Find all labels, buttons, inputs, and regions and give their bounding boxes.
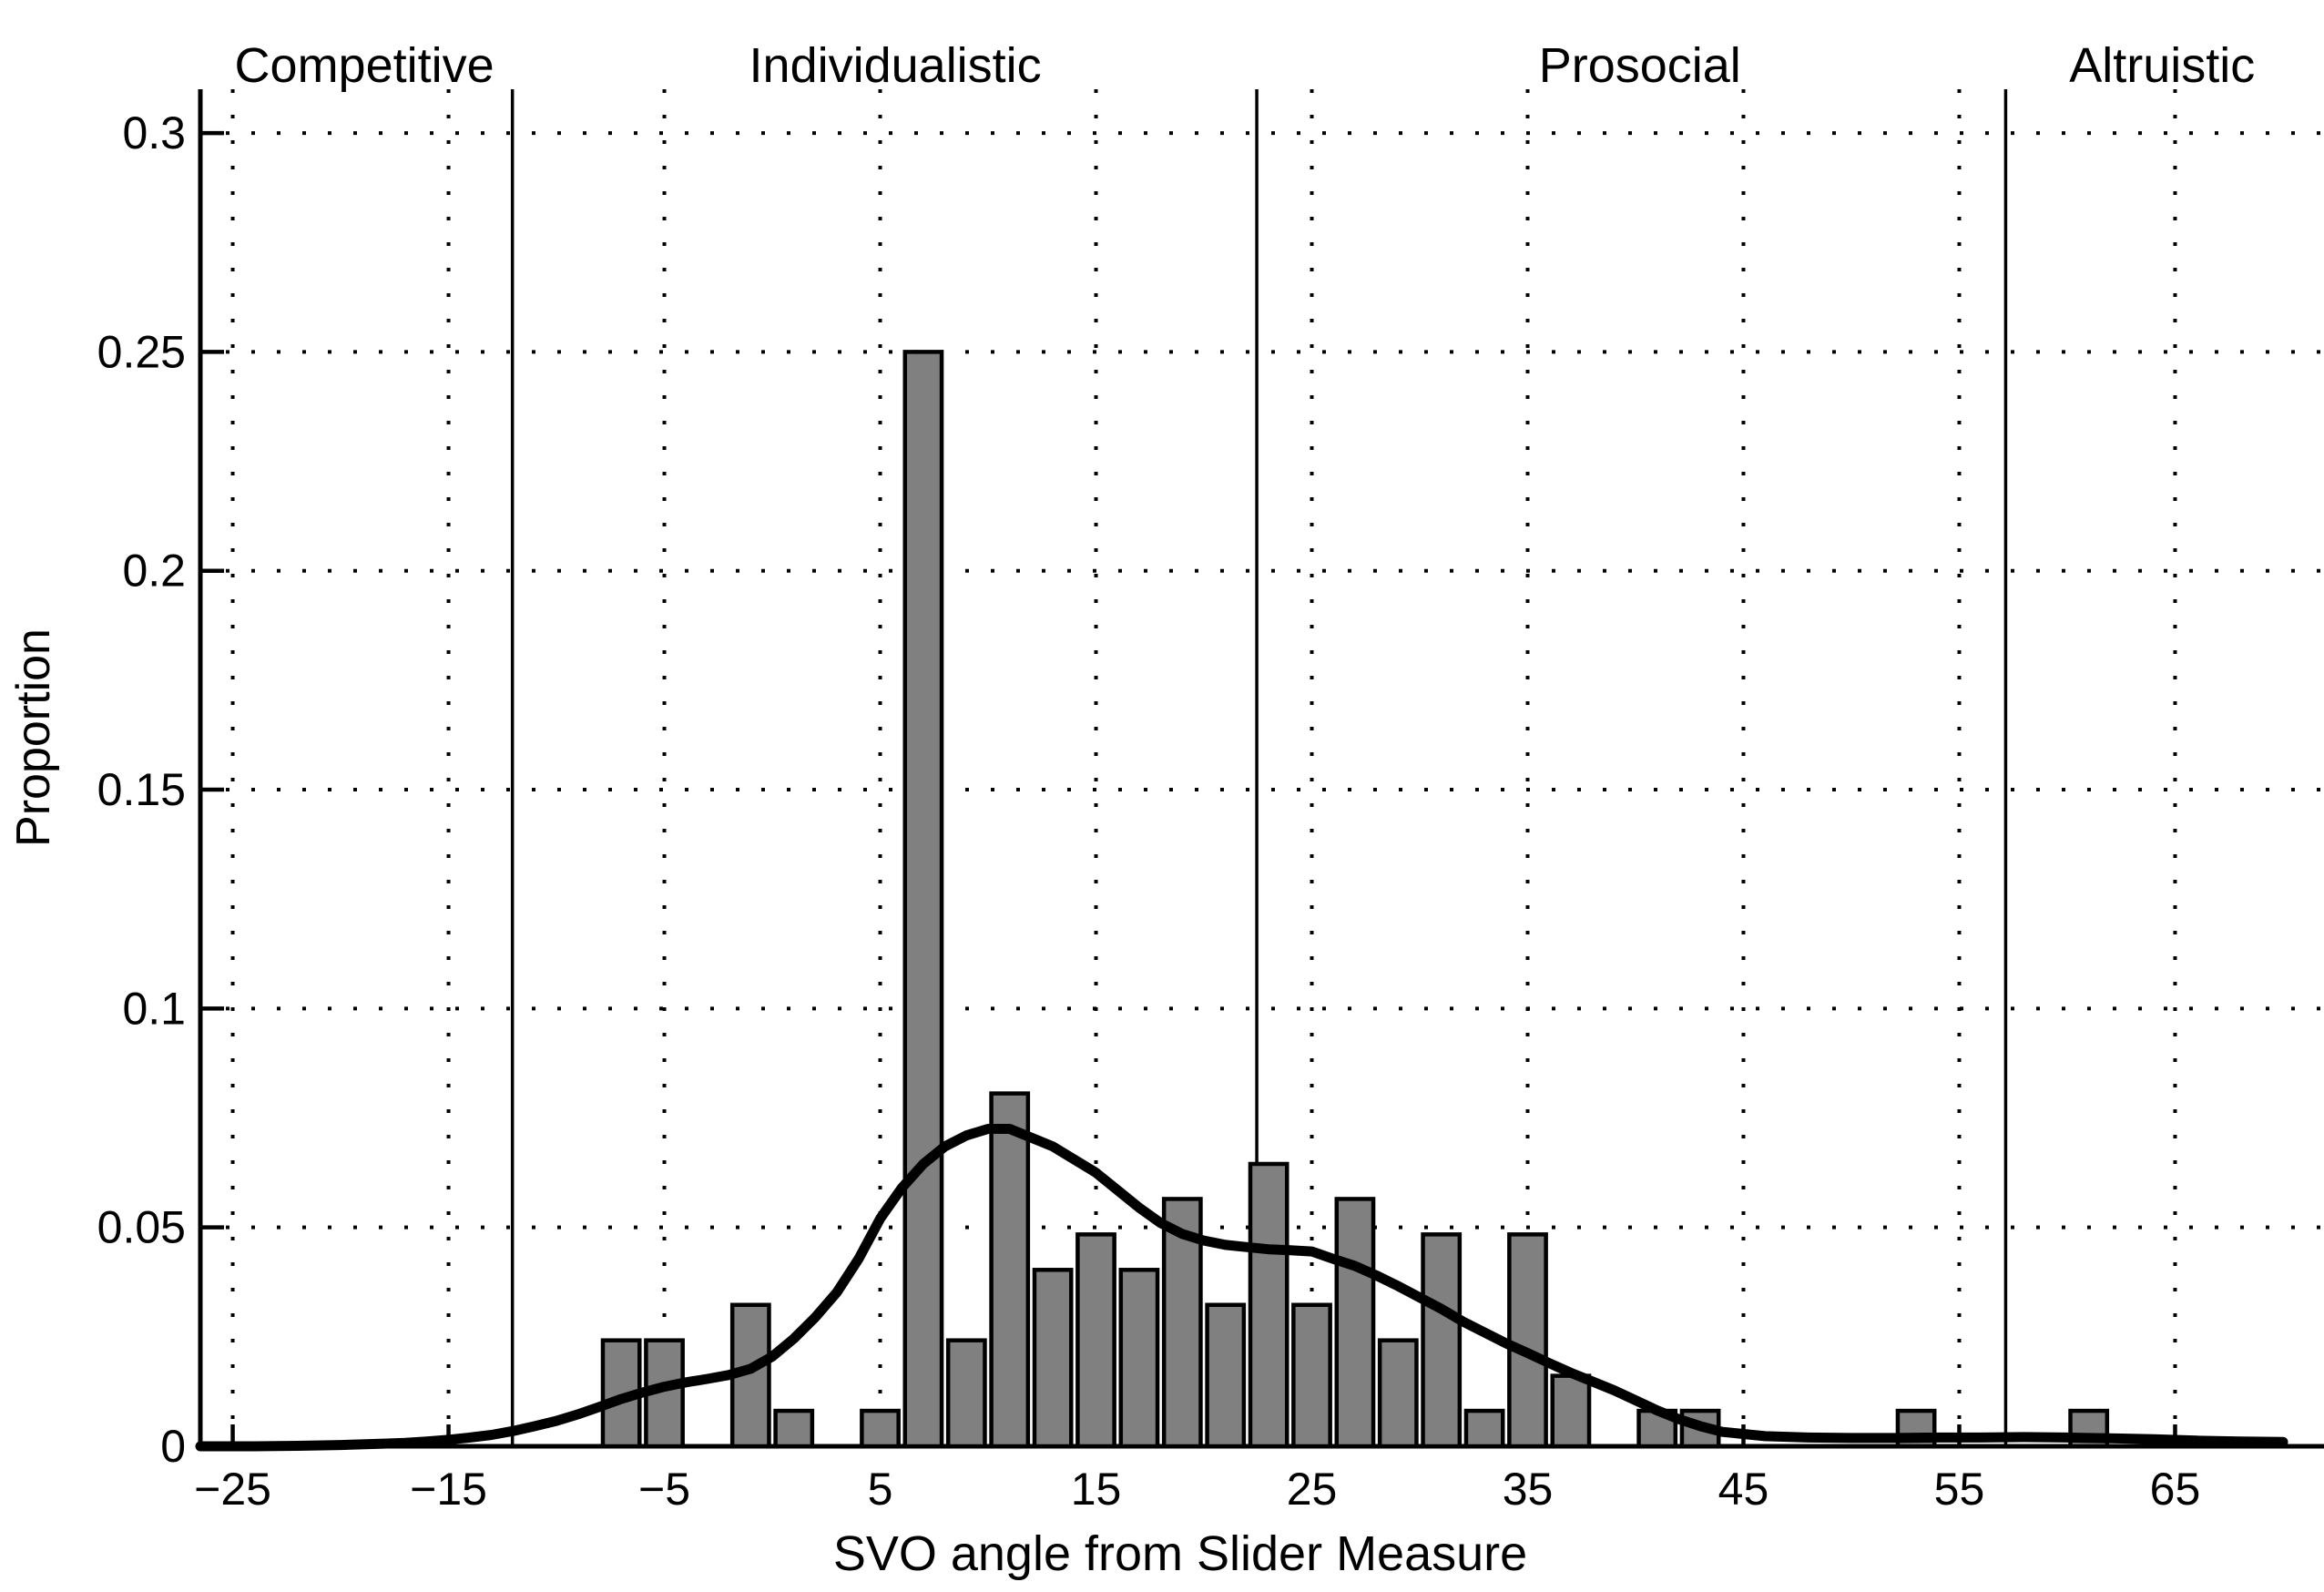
- region-label-competitive: Competitive: [235, 38, 494, 93]
- region-label-prosocial: Prosocial: [1539, 38, 1741, 93]
- density-curve: [195, 1124, 2288, 1452]
- x-tick-label: 15: [1071, 1464, 1122, 1515]
- histogram-bar: [1377, 1338, 1419, 1449]
- y-tick-label: 0.3: [122, 107, 186, 158]
- histogram-bars: [600, 350, 2110, 1449]
- histogram-bar: [945, 1338, 987, 1449]
- y-tick-label: 0: [160, 1421, 186, 1472]
- x-tick-label: 55: [1934, 1464, 1985, 1515]
- x-tick-label: −5: [638, 1464, 690, 1515]
- histogram-bar: [1118, 1268, 1160, 1449]
- histogram-bar: [1291, 1302, 1332, 1449]
- y-tick-label: 0.2: [122, 546, 186, 597]
- histogram-bar: [1507, 1232, 1548, 1449]
- x-tick-label: 25: [1287, 1464, 1338, 1515]
- y-tick-label: 0.05: [97, 1202, 186, 1253]
- histogram-bar: [1248, 1161, 1289, 1449]
- x-tick-label: −25: [194, 1464, 271, 1515]
- y-axis-title: Proportion: [7, 628, 60, 847]
- histogram-bar: [1032, 1268, 1074, 1449]
- x-tick-label: −15: [410, 1464, 487, 1515]
- histogram-bar: [1334, 1197, 1376, 1449]
- histogram-bar: [1075, 1232, 1116, 1449]
- region-label-altruistic: Altruistic: [2069, 38, 2255, 93]
- histogram-bar: [1421, 1232, 1463, 1449]
- x-tick-label: 65: [2150, 1464, 2201, 1515]
- histogram-bar: [1463, 1408, 1505, 1449]
- y-tick-label: 0.1: [122, 983, 186, 1034]
- x-tick-label: 5: [868, 1464, 893, 1515]
- y-tick-label: 0.15: [97, 764, 186, 815]
- histogram-bar: [1550, 1373, 1592, 1449]
- histogram-bar: [902, 350, 944, 1449]
- labels: −25 −15 −5 5 15 25 35 45 55 65 0 0.05 0.1 0.15 0.2 0.25…: [7, 38, 2255, 1581]
- histogram-bar: [644, 1338, 685, 1449]
- region-label-individualistic: Individualistic: [749, 38, 1042, 93]
- x-tick-label: 45: [1718, 1464, 1769, 1515]
- histogram-bar: [1205, 1302, 1247, 1449]
- histogram-bar: [773, 1408, 815, 1449]
- y-tick-label: 0.25: [97, 326, 186, 377]
- histogram-bar: [860, 1408, 901, 1449]
- x-axis-title: SVO angle from Slider Measure: [833, 1526, 1527, 1581]
- histogram-bar: [989, 1091, 1031, 1449]
- x-tick-label: 35: [1503, 1464, 1554, 1515]
